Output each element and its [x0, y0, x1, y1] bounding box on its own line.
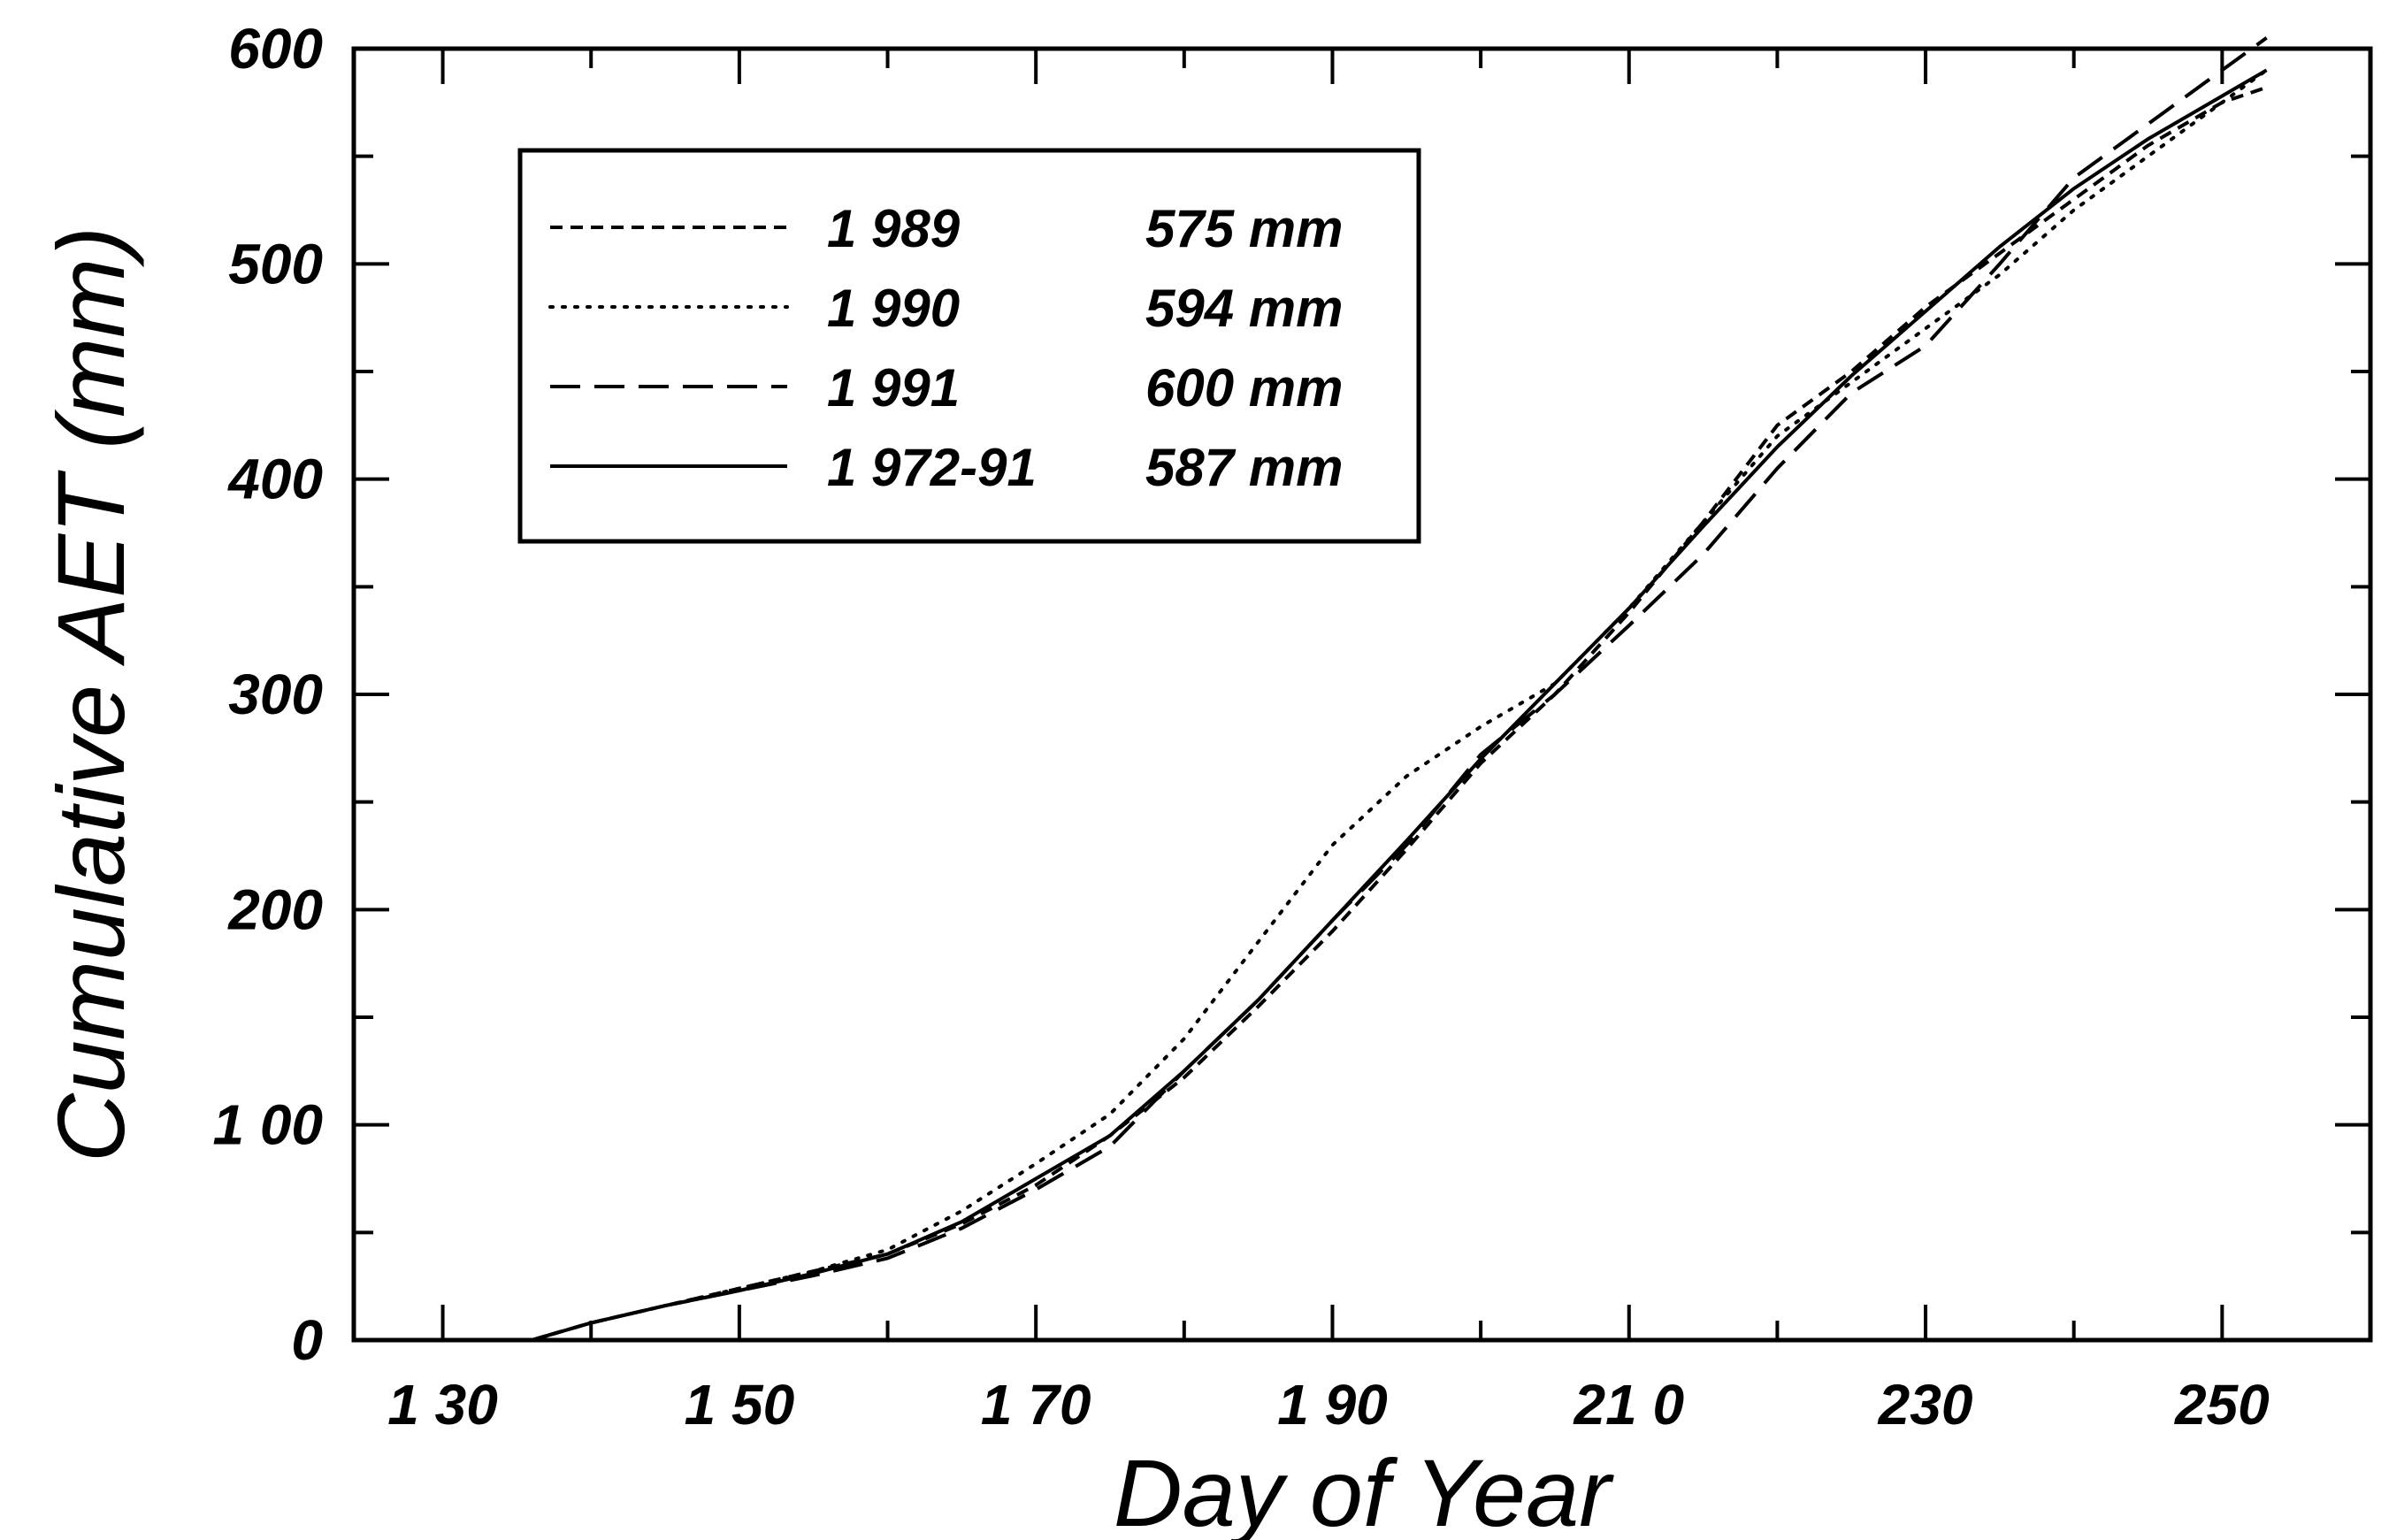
legend-total: 594 mm	[1145, 279, 1343, 338]
x-tick-label: 250	[2174, 1373, 2270, 1437]
axis-ticks	[354, 47, 2372, 1342]
y-tick-label: 200	[227, 877, 323, 941]
y-tick-labels: 0 1 00 200 300 400 500 600	[212, 17, 323, 1372]
legend-box	[517, 148, 1421, 544]
series-lines	[530, 36, 2269, 1342]
y-tick-label: 400	[226, 448, 323, 511]
legend-total: 600 mm	[1145, 358, 1343, 418]
x-tick-label: 21 0	[1573, 1373, 1684, 1437]
legend-label: 1 989	[827, 199, 961, 258]
legend-label: 1 991	[827, 358, 960, 418]
y-tick-label: 600	[228, 17, 323, 80]
series-line-0	[531, 85, 2268, 1342]
x-axis-title: Day of Year	[1114, 1439, 1614, 1540]
legend-total: 587 mm	[1145, 438, 1343, 497]
series-line-1	[530, 68, 2269, 1342]
series-line-3	[531, 68, 2268, 1342]
x-tick-label: 1 90	[1277, 1373, 1388, 1437]
x-tick-label: 230	[1878, 1373, 1973, 1437]
legend-label: 1 990	[827, 279, 960, 338]
x-tick-label: 1 50	[685, 1373, 795, 1437]
y-axis-title: Cumulative AET (mm)	[37, 226, 144, 1162]
y-tick-label: 1 00	[212, 1093, 323, 1157]
x-tick-label: 1 70	[981, 1373, 1091, 1437]
x-tick-label: 1 30	[387, 1373, 498, 1437]
y-tick-label: 300	[228, 663, 323, 726]
legend: 1 989 575 mm 1 990 594 mm 1 991 600 mm 1 972-9…	[517, 148, 1421, 544]
y-tick-label: 500	[228, 232, 323, 295]
y-tick-label: 0	[291, 1308, 323, 1372]
x-tick-labels: 1 30 1 50 1 70 1 90 21 0 230 250	[387, 1373, 2269, 1437]
legend-total: 575 mm	[1145, 199, 1343, 258]
legend-label: 1 972-91	[827, 438, 1037, 497]
series-line-2	[531, 36, 2268, 1342]
